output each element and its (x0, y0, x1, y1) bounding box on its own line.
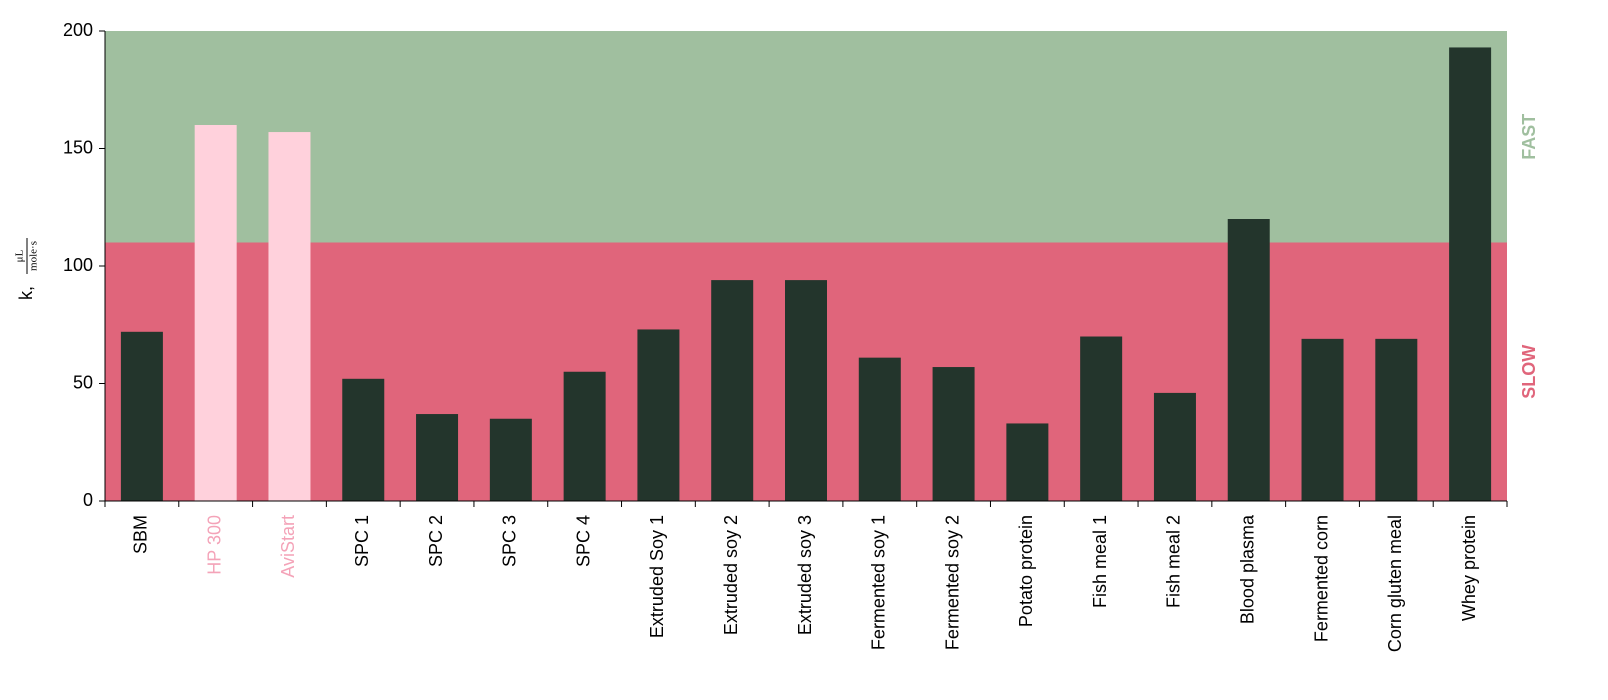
bar (268, 132, 311, 502)
bar (1153, 392, 1196, 501)
x-tick-label: Fish meal 1 (1090, 515, 1110, 608)
x-tick-label: SPC 3 (500, 515, 520, 567)
x-tick-label: Potato protein (1016, 515, 1036, 627)
x-tick-label: Blood plasma (1237, 514, 1257, 624)
zone-label: SLOW (1519, 345, 1539, 399)
bar (416, 414, 459, 501)
bar (1080, 336, 1123, 501)
zone-label: FAST (1519, 114, 1539, 160)
y-tick-label: 0 (83, 490, 93, 510)
x-tick-label: Fermented soy 2 (942, 515, 962, 650)
x-tick-label: SPC 2 (426, 515, 446, 567)
bar (489, 418, 532, 501)
x-tick-label: Fermented corn (1311, 515, 1331, 642)
bar (1301, 338, 1344, 501)
x-tick-label: SPC 1 (352, 515, 372, 567)
y-label-prefix: k, (16, 286, 36, 300)
bar (194, 125, 237, 501)
bar (858, 357, 901, 501)
x-tick-label: Fish meal 2 (1164, 515, 1184, 608)
bar (342, 378, 385, 501)
x-tick-label: SPC 4 (573, 515, 593, 567)
x-tick-label: HP 300 (204, 515, 224, 575)
y-tick-label: 200 (63, 20, 93, 40)
y-tick-label: 150 (63, 137, 93, 157)
y-tick-label: 50 (73, 372, 93, 392)
x-tick-label: Extruded Soy 1 (647, 515, 667, 638)
bar (120, 331, 163, 501)
y-tick-label: 100 (63, 255, 93, 275)
bar (785, 280, 827, 501)
bar (711, 280, 754, 501)
x-tick-label: Corn gluten meal (1385, 515, 1405, 652)
x-tick-label: SBM (131, 515, 151, 554)
y-axis-label: k, μL mole·s (14, 238, 40, 300)
y-label-denominator: mole·s (28, 241, 40, 271)
bar (1449, 47, 1492, 501)
bar (1006, 423, 1049, 501)
x-tick-label: Fermented soy 1 (869, 515, 889, 650)
bar (637, 329, 680, 501)
bar (932, 367, 975, 501)
bar (1375, 338, 1418, 501)
bar (1227, 219, 1270, 501)
x-tick-label: AviStart (278, 515, 298, 578)
zone (105, 31, 1507, 243)
y-label-numerator: μL (14, 249, 26, 262)
x-tick-label: Extruded soy 3 (795, 515, 815, 635)
x-tick-label: Whey protein (1459, 515, 1479, 621)
bar (563, 371, 606, 501)
x-tick-label: Extruded soy 2 (721, 515, 741, 635)
